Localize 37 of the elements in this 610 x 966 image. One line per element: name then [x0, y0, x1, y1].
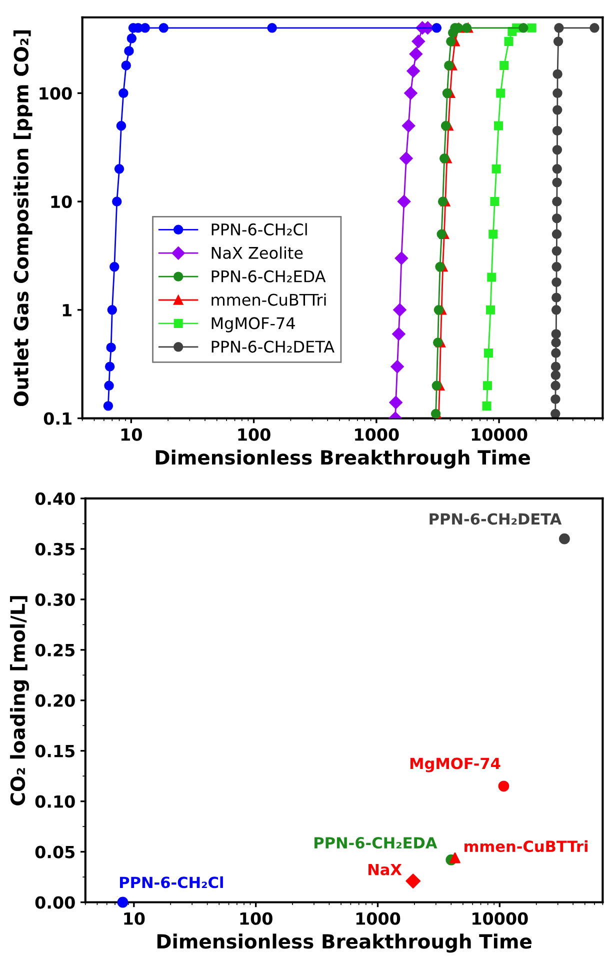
y-tick-label: 0.10 [35, 795, 75, 808]
y-tick-label: 0.30 [35, 593, 75, 606]
series-label: NaX [368, 864, 402, 876]
x-tick-label: 1000 [356, 912, 400, 925]
y-tick-label: 10 [51, 195, 72, 208]
x-tick-label: 10 [124, 912, 145, 925]
x-tick-label: 10 [121, 428, 142, 441]
x-axis-title: Dimensionless Breakthrough Time [157, 934, 532, 953]
legend-label: mmen-CuBTTri [212, 293, 326, 306]
y-axis-title: Outlet Gas Composition [ppm CO₂] [13, 30, 32, 406]
legend-label: MgMOF-74 [212, 317, 295, 332]
x-tick-label: 100 [240, 912, 272, 925]
y-tick-label: 0.40 [35, 492, 75, 506]
x-axis-title: Dimensionless Breakthrough Time [156, 450, 530, 469]
y-tick-label: 0.1 [44, 412, 72, 425]
y-tick-label: 0.20 [35, 694, 75, 707]
x-tick-label: 100 [238, 428, 270, 441]
y-tick-label: 0.25 [35, 644, 75, 656]
legend-label: PPN-6-CH₂Cl [212, 223, 307, 236]
legend-label: NaX Zeolite [212, 246, 303, 259]
y-tick-label: 0.00 [35, 896, 75, 909]
series-label: mmen-CuBTTri [464, 840, 588, 852]
y-tick-label: 0.35 [35, 542, 75, 556]
x-tick-label: 1000 [355, 428, 399, 441]
legend-label: PPN-6-CH₂DETA [212, 340, 334, 353]
y-tick-label: 100 [40, 87, 72, 100]
y-tick-label: 0.15 [35, 744, 75, 758]
series-label: PPN-6-CH₂EDA [314, 836, 438, 849]
series-label: PPN-6-CH₂DETA [430, 513, 562, 525]
x-tick-label: 10000 [472, 428, 528, 441]
series-label: PPN-6-CH₂Cl [120, 876, 223, 888]
legend-label: PPN-6-CH₂EDA [212, 270, 326, 282]
x-tick-label: 10000 [472, 912, 528, 925]
y-tick-label: 0.05 [35, 846, 75, 858]
y-tick-label: 1 [62, 304, 72, 316]
series-label: MgMOF-74 [410, 758, 500, 772]
y-axis-title: CO₂ loading [mol/L] [10, 596, 29, 806]
